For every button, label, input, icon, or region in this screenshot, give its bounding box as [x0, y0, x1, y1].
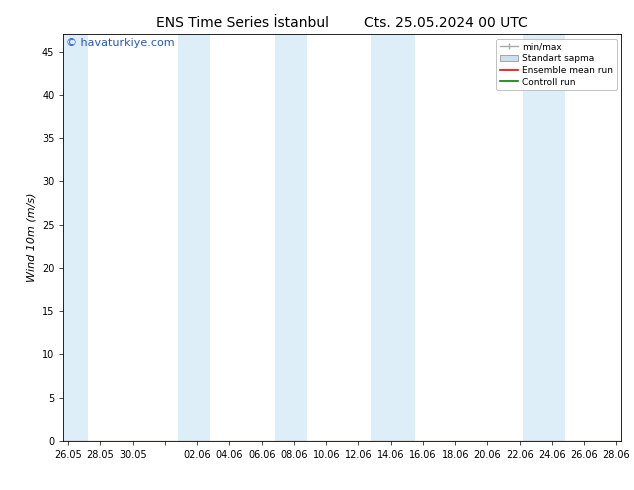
Text: © havaturkiye.com: © havaturkiye.com [66, 38, 175, 49]
Y-axis label: Wind 10m (m/s): Wind 10m (m/s) [27, 193, 36, 282]
Title: ENS Time Series İstanbul        Cts. 25.05.2024 00 UTC: ENS Time Series İstanbul Cts. 25.05.2024… [157, 16, 528, 30]
Bar [178, 34, 210, 441]
Bar [63, 34, 87, 441]
Bar [275, 34, 307, 441]
Legend: min/max, Standart sapma, Ensemble mean run, Controll run: min/max, Standart sapma, Ensemble mean r… [496, 39, 617, 90]
Bar [523, 34, 565, 441]
Bar [372, 34, 415, 441]
